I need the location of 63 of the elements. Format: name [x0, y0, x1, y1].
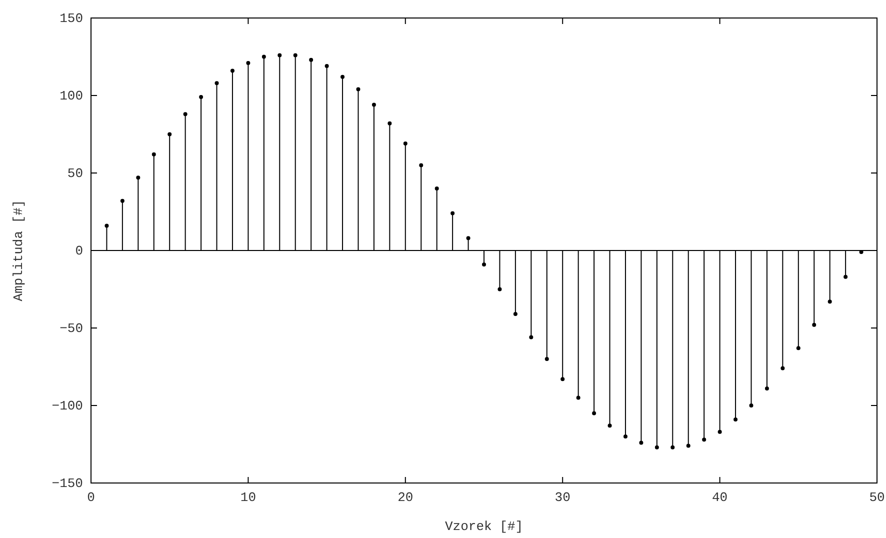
point — [482, 262, 486, 266]
point — [796, 346, 800, 350]
point — [340, 74, 345, 79]
point — [450, 211, 455, 216]
point — [529, 335, 534, 340]
point — [623, 434, 628, 438]
point — [168, 132, 172, 136]
point — [702, 438, 706, 442]
point — [199, 95, 204, 100]
point — [278, 53, 282, 58]
x-tick-label: 50 — [869, 490, 885, 505]
point — [434, 186, 439, 190]
point — [183, 112, 188, 116]
x-tick-label: 20 — [398, 490, 414, 505]
point — [670, 445, 675, 450]
x-tick-label: 30 — [554, 490, 570, 505]
point — [309, 58, 314, 62]
y-axis-title: Amplituda [#] — [11, 200, 26, 302]
point — [403, 142, 408, 146]
point — [230, 68, 234, 73]
point — [608, 424, 612, 428]
point — [764, 386, 769, 390]
point — [812, 322, 816, 327]
point — [592, 411, 596, 416]
point — [718, 430, 722, 434]
point — [560, 377, 565, 382]
point — [152, 152, 156, 156]
y-tick-label: 150 — [60, 11, 83, 26]
point — [844, 274, 848, 279]
x-tick-label: 0 — [87, 490, 95, 505]
point — [388, 121, 392, 126]
point — [654, 445, 659, 450]
point — [136, 176, 140, 180]
point — [356, 87, 360, 92]
point — [246, 60, 250, 65]
point — [324, 64, 329, 68]
point — [734, 417, 738, 422]
point — [214, 81, 219, 86]
point — [104, 224, 109, 228]
y-tick-label: −150 — [52, 476, 83, 491]
y-tick-label: −100 — [52, 398, 83, 414]
point — [576, 396, 580, 400]
point — [293, 53, 298, 58]
x-tick-label: 40 — [712, 490, 728, 505]
point — [120, 198, 124, 203]
point — [498, 287, 502, 292]
point — [544, 357, 549, 361]
point — [419, 163, 424, 168]
y-tick-label: 50 — [67, 166, 83, 181]
point — [639, 440, 644, 445]
y-tick-label: −50 — [60, 321, 83, 336]
y-tick-label: 100 — [60, 88, 83, 104]
point — [749, 404, 754, 408]
point — [372, 102, 376, 107]
x-tick-label: 10 — [240, 490, 256, 505]
point — [513, 312, 518, 316]
point — [686, 444, 690, 448]
x-axis-title: Vzorek [#] — [444, 519, 524, 534]
point — [466, 236, 470, 240]
point — [262, 54, 266, 59]
point — [780, 366, 785, 370]
point — [828, 300, 832, 304]
y-tick-label: 0 — [75, 244, 83, 258]
